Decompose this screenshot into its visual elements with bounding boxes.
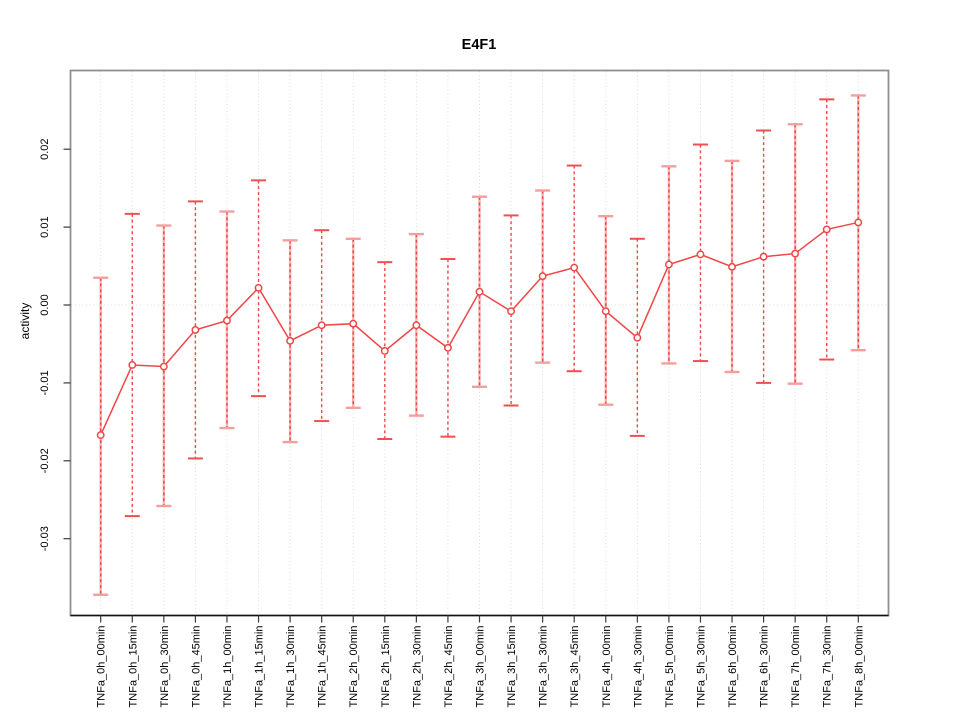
y-tick-label: 0.02 — [39, 138, 51, 159]
x-tick-label: TNFa_3h_15min — [506, 626, 518, 708]
data-point — [254, 283, 263, 292]
data-point — [728, 262, 736, 271]
data-point — [96, 431, 105, 440]
data-point — [412, 321, 421, 330]
y-tick-label: -0.03 — [39, 526, 51, 551]
y-tick-label: 0.00 — [39, 294, 51, 315]
x-tick-label: TNFa_7h_00min — [790, 626, 802, 708]
x-tick-label: TNFa_8h_00min — [853, 626, 865, 708]
x-tick-label: TNFa_0h_45min — [190, 626, 202, 708]
x-tick-label: TNFa_2h_30min — [411, 626, 423, 708]
x-tick-label: TNFa_3h_45min — [569, 626, 581, 708]
data-point — [696, 250, 705, 259]
chart-title: E4F1 — [461, 37, 497, 53]
x-tick-label: TNFa_3h_00min — [475, 626, 487, 708]
data-point — [223, 316, 231, 325]
x-tick-label: TNFa_0h_15min — [127, 626, 139, 708]
data-point — [507, 307, 516, 316]
x-tick-label: TNFa_4h_30min — [632, 626, 644, 708]
x-tick-label: TNFa_3h_30min — [538, 626, 550, 708]
y-tick-label: -0.02 — [39, 448, 51, 473]
data-point — [443, 343, 452, 352]
data-point — [538, 272, 547, 281]
data-point — [759, 252, 768, 261]
x-tick-label: TNFa_5h_00min — [664, 626, 676, 708]
data-point — [570, 263, 579, 272]
x-tick-label: TNFa_0h_30min — [159, 626, 171, 708]
x-tick-label: TNFa_6h_00min — [727, 626, 739, 708]
data-point — [475, 287, 484, 296]
x-tick-label: TNFa_6h_30min — [759, 626, 771, 708]
y-tick-label: -0.01 — [39, 370, 51, 395]
data-point — [791, 249, 800, 258]
x-tick-label: TNFa_2h_15min — [380, 626, 392, 708]
x-tick-label: TNFa_1h_00min — [222, 626, 234, 708]
data-point — [286, 336, 295, 345]
x-tick-label: TNFa_2h_45min — [443, 626, 455, 708]
data-point — [822, 225, 831, 234]
x-tick-label: TNFa_1h_45min — [317, 626, 329, 708]
data-point — [317, 321, 326, 330]
x-tick-label: TNFa_2h_00min — [348, 626, 360, 708]
x-tick-label: TNFa_7h_30min — [822, 626, 834, 708]
data-point — [664, 260, 673, 269]
y-tick-label: 0.01 — [39, 216, 51, 237]
data-point — [601, 307, 610, 316]
x-tick-label: TNFa_4h_00min — [601, 626, 613, 708]
data-point — [349, 319, 358, 328]
data-point — [854, 218, 863, 227]
x-tick-label: TNFa_1h_15min — [254, 626, 266, 708]
data-point — [191, 325, 200, 334]
x-tick-label: TNFa_5h_30min — [695, 626, 707, 708]
data-point — [380, 347, 389, 355]
x-tick-label: TNFa_0h_00min — [96, 626, 108, 708]
data-point — [159, 362, 168, 371]
data-point — [128, 361, 137, 369]
x-tick-label: TNFa_1h_30min — [285, 626, 297, 708]
data-point — [633, 333, 642, 342]
